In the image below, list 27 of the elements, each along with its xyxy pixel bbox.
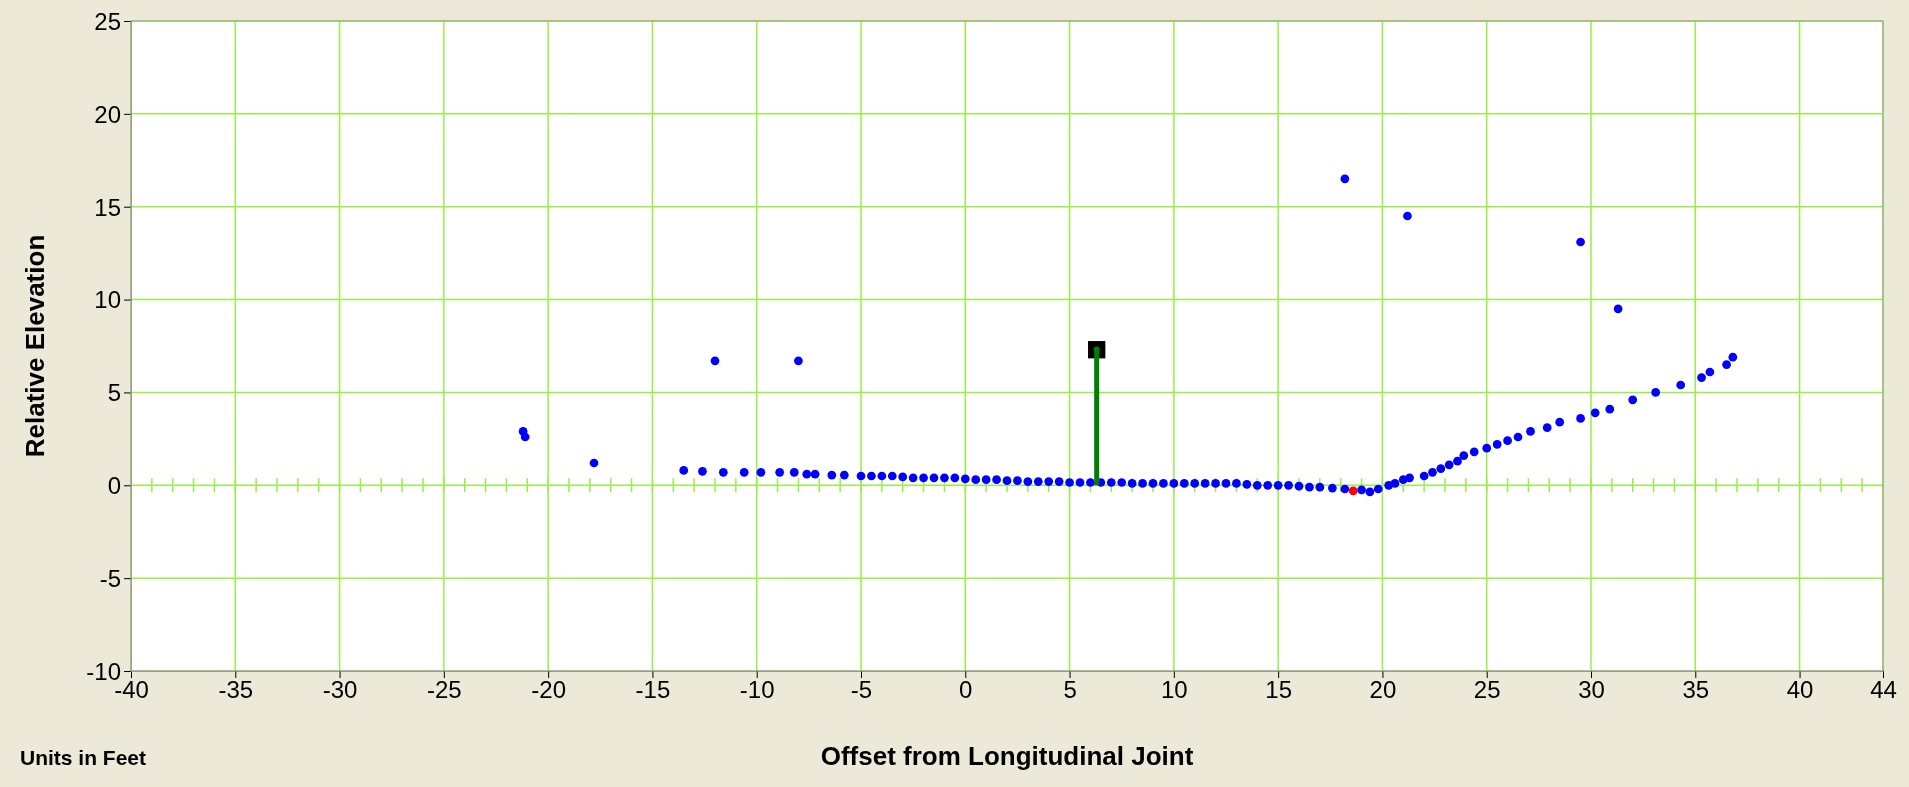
x-tick-label: -20 xyxy=(531,676,566,704)
y-tick-label: 0 xyxy=(107,472,121,500)
x-tick-label: 35 xyxy=(1682,676,1710,704)
x-tick-label: -5 xyxy=(850,676,873,704)
y-tick-label: 5 xyxy=(107,379,121,407)
x-tick-label: 10 xyxy=(1161,676,1188,704)
x-tick-label: -10 xyxy=(739,676,775,704)
x-tick-label: 25 xyxy=(1473,676,1501,704)
y-tick-label: 25 xyxy=(94,7,121,35)
text: Units in Feet xyxy=(20,746,147,769)
x-tick-label: -25 xyxy=(427,676,462,704)
x-tick-label: 0 xyxy=(959,676,973,704)
x-tick-label: -15 xyxy=(635,676,671,704)
y-axis-title: Relative Elevation xyxy=(20,234,50,458)
x-tick-label: 44 xyxy=(1870,676,1897,704)
x-tick-label: 15 xyxy=(1265,676,1292,704)
x-tick-label: -35 xyxy=(218,676,254,704)
x-axis-title: Offset from Longitudinal Joint xyxy=(820,741,1194,771)
x-tick-label: 30 xyxy=(1578,676,1605,704)
x-tick-label: 40 xyxy=(1786,676,1814,704)
x-tick-label: 20 xyxy=(1369,676,1397,704)
x-tick-label: 5 xyxy=(1063,676,1077,704)
y-tick-label: -5 xyxy=(99,565,121,593)
y-tick-label: 10 xyxy=(94,286,121,314)
y-tick-label: 15 xyxy=(94,193,121,221)
y-tick-label: 20 xyxy=(94,100,121,128)
x-tick-label: -30 xyxy=(322,676,358,704)
